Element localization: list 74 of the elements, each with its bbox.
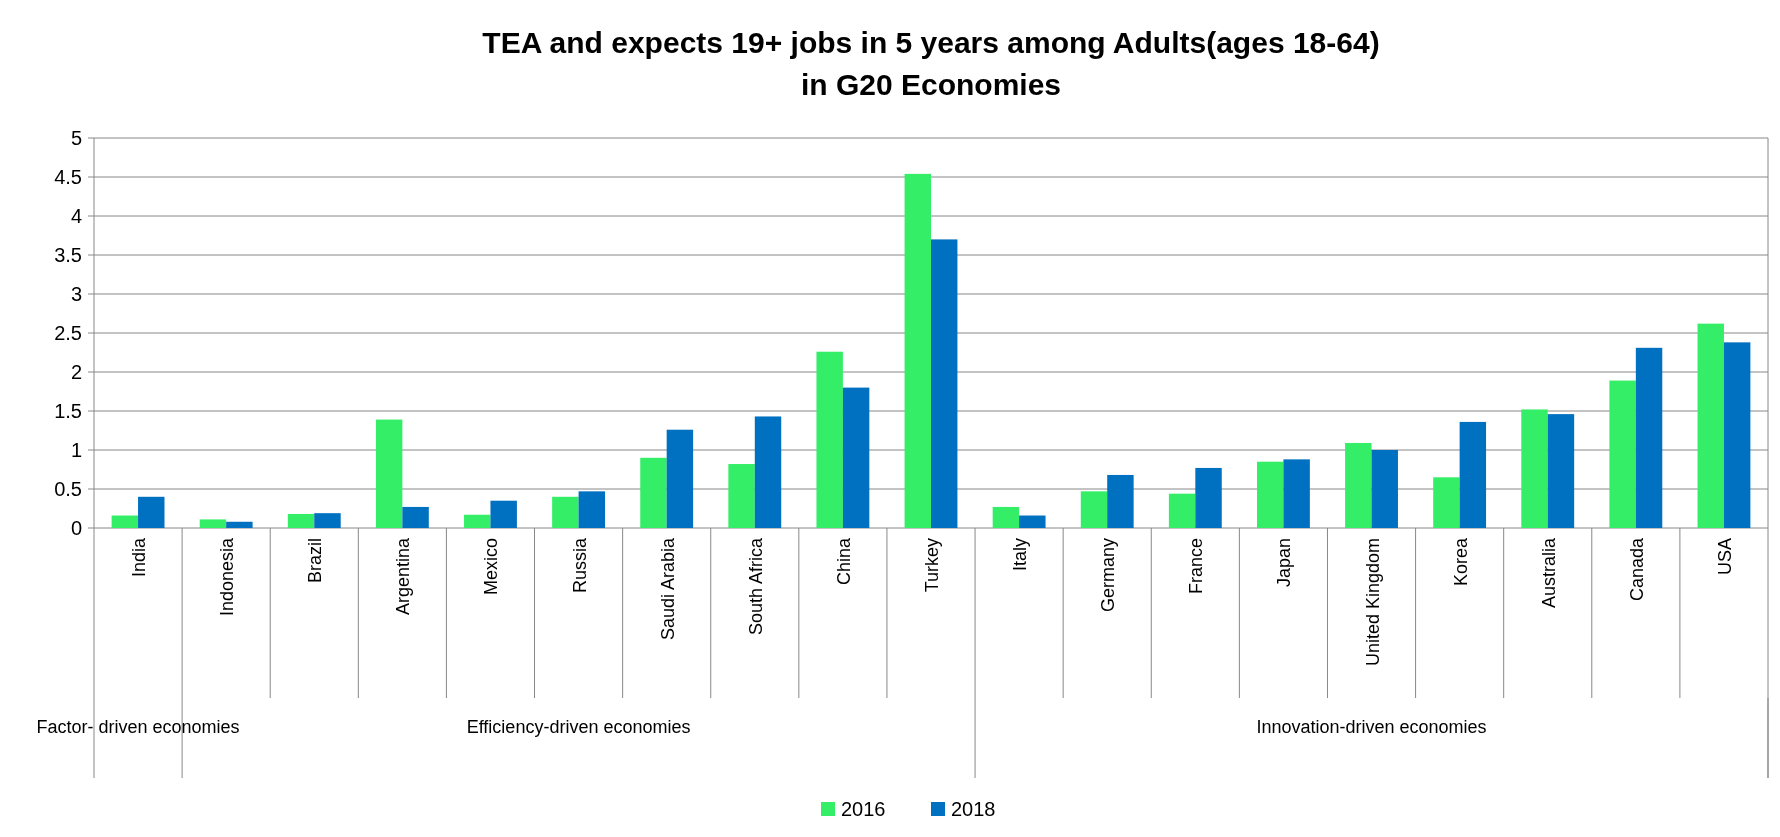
bar (1609, 380, 1636, 528)
y-tick-label: 0 (70, 517, 82, 539)
bar (1635, 347, 1663, 528)
bar (1345, 442, 1372, 528)
bar (992, 506, 1020, 528)
y-tick-label: 5 (70, 127, 82, 149)
y-tick-label: 4.5 (54, 166, 82, 188)
bar (111, 515, 139, 528)
bar (1080, 491, 1108, 528)
bar (1723, 342, 1751, 528)
y-tick-label: 4 (70, 205, 82, 227)
x-tick-label: Russia (569, 537, 590, 594)
bar (375, 419, 403, 528)
x-tick-label: Korea (1450, 537, 1471, 587)
bar (226, 521, 253, 528)
x-tick-label: Saudi Arabia (657, 537, 678, 641)
bar (1168, 493, 1196, 528)
bar (816, 351, 843, 528)
bar (578, 491, 606, 528)
bar (666, 429, 694, 528)
bar (1195, 467, 1222, 528)
x-tick-label: Indonesia (217, 537, 238, 617)
bar (464, 514, 491, 528)
bar (640, 457, 667, 528)
x-tick-label: France (1186, 538, 1207, 595)
bar (728, 464, 755, 528)
x-tick-label: Australia (1538, 537, 1559, 609)
bar (138, 496, 165, 528)
bar (931, 239, 958, 528)
bar (1256, 461, 1284, 528)
text: Innovation-driven economies (1256, 717, 1487, 737)
x-tick-label: Canada (1626, 537, 1647, 602)
bar (1521, 409, 1548, 528)
bar (314, 513, 341, 528)
legend-label: 2016 (841, 798, 886, 820)
bar (1107, 474, 1134, 528)
text: Efficiency-driven economies (466, 717, 691, 737)
bar (490, 500, 517, 528)
x-tick-label: Italy (1010, 538, 1031, 572)
y-tick-label: 2 (70, 361, 82, 383)
y-tick-label: 1.5 (54, 400, 82, 422)
y-tick-label: 0.5 (54, 478, 82, 500)
bar (287, 513, 315, 528)
x-tick-label: USA (1714, 538, 1735, 576)
bar (199, 519, 227, 528)
x-tick-label: Turkey (922, 538, 942, 593)
x-tick-label: China (833, 537, 854, 586)
x-tick-label: United Kingdom (1362, 538, 1383, 667)
x-tick-label: India (129, 537, 150, 578)
bar (1283, 459, 1310, 528)
bar (1433, 477, 1460, 528)
bar (842, 387, 870, 528)
bar (904, 173, 931, 528)
x-tick-label: Argentina (393, 537, 414, 616)
x-tick-label: South Africa (745, 537, 766, 636)
chart-title: TEA and expects 19+ jobs in 5 years among Adults(ages 18-64) in G20 Economies (482, 26, 1380, 101)
bar (1697, 323, 1724, 528)
legend-label: 2018 (951, 798, 996, 820)
bar (402, 506, 429, 528)
bar (1371, 450, 1398, 528)
x-tick-label: Germany (1098, 538, 1119, 613)
text: Factor- driven economies (36, 717, 240, 737)
y-tick-label: 1 (70, 439, 82, 461)
bar (1459, 421, 1487, 528)
bar (552, 496, 579, 528)
x-tick-label: Mexico (481, 538, 502, 596)
y-tick-label: 3 (70, 283, 82, 305)
x-tick-label: Brazil (305, 538, 326, 584)
y-tick-label: 2.5 (54, 322, 82, 344)
bar (1547, 414, 1575, 528)
y-tick-label: 3.5 (54, 244, 82, 266)
bar (1019, 515, 1046, 528)
bar (754, 416, 782, 528)
x-tick-label: Japan (1274, 538, 1295, 588)
